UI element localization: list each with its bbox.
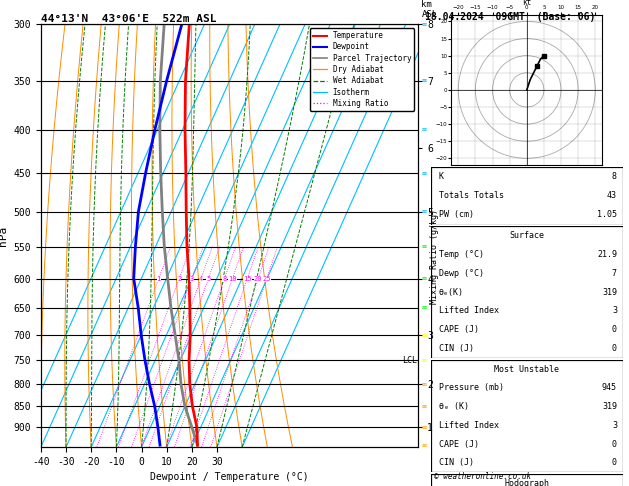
Text: 319: 319 — [602, 288, 617, 296]
Text: Totals Totals: Totals Totals — [438, 191, 504, 200]
Text: 18.04.2024  09GMT  (Base: 06): 18.04.2024 09GMT (Base: 06) — [425, 12, 595, 22]
Text: 43: 43 — [607, 191, 617, 200]
Text: 4: 4 — [199, 276, 203, 281]
Text: 3: 3 — [612, 421, 617, 430]
Text: 319: 319 — [602, 402, 617, 411]
Text: 7: 7 — [612, 269, 617, 278]
Text: Lifted Index: Lifted Index — [438, 306, 499, 315]
X-axis label: Dewpoint / Temperature (°C): Dewpoint / Temperature (°C) — [150, 472, 309, 483]
Text: CAPE (J): CAPE (J) — [438, 440, 479, 449]
Legend: Temperature, Dewpoint, Parcel Trajectory, Dry Adiabat, Wet Adiabat, Isotherm, Mi: Temperature, Dewpoint, Parcel Trajectory… — [310, 28, 415, 111]
Text: km
ASL: km ASL — [421, 0, 438, 19]
Text: 44°13'N  43°06'E  522m ASL: 44°13'N 43°06'E 522m ASL — [41, 14, 216, 23]
Text: ≡: ≡ — [421, 274, 426, 283]
Text: Mixing Ratio (g/kg): Mixing Ratio (g/kg) — [430, 209, 438, 304]
Text: 3: 3 — [612, 306, 617, 315]
Text: LCL: LCL — [402, 356, 417, 365]
Text: 8: 8 — [223, 276, 226, 281]
Text: θₑ(K): θₑ(K) — [438, 288, 464, 296]
Text: Hodograph: Hodograph — [504, 479, 549, 486]
Text: 20: 20 — [254, 276, 262, 281]
Text: Dewp (°C): Dewp (°C) — [438, 269, 484, 278]
X-axis label: kt: kt — [522, 0, 532, 7]
Text: CIN (J): CIN (J) — [438, 458, 474, 468]
Text: 2: 2 — [177, 276, 181, 281]
Text: 0: 0 — [612, 344, 617, 353]
Text: ≡: ≡ — [421, 423, 426, 432]
Text: 10: 10 — [228, 276, 237, 281]
Text: ≡: ≡ — [421, 20, 426, 29]
Text: CAPE (J): CAPE (J) — [438, 325, 479, 334]
Text: 15: 15 — [243, 276, 252, 281]
Text: ≡: ≡ — [421, 169, 426, 177]
Text: 945: 945 — [602, 383, 617, 392]
Text: 0: 0 — [612, 458, 617, 468]
Text: ≡: ≡ — [421, 303, 426, 312]
Text: ≡: ≡ — [421, 380, 426, 389]
Text: Lifted Index: Lifted Index — [438, 421, 499, 430]
Text: 8: 8 — [612, 172, 617, 181]
Text: ≡: ≡ — [421, 356, 426, 365]
Text: ≡: ≡ — [421, 402, 426, 411]
Y-axis label: hPa: hPa — [0, 226, 8, 246]
Text: ≡: ≡ — [421, 330, 426, 340]
Text: Pressure (mb): Pressure (mb) — [438, 383, 504, 392]
Text: Surface: Surface — [509, 231, 544, 241]
Text: 1: 1 — [157, 276, 161, 281]
Text: θₑ (K): θₑ (K) — [438, 402, 469, 411]
Text: 5: 5 — [206, 276, 211, 281]
Text: ≡: ≡ — [421, 207, 426, 216]
Text: 0: 0 — [612, 440, 617, 449]
Text: K: K — [438, 172, 443, 181]
Text: 3: 3 — [189, 276, 194, 281]
Text: 25: 25 — [262, 276, 271, 281]
Text: ≡: ≡ — [421, 242, 426, 251]
Text: ≡: ≡ — [421, 441, 426, 450]
Text: 0: 0 — [612, 325, 617, 334]
Text: Most Unstable: Most Unstable — [494, 364, 559, 374]
Text: PW (cm): PW (cm) — [438, 210, 474, 220]
Text: Temp (°C): Temp (°C) — [438, 250, 484, 259]
Text: CIN (J): CIN (J) — [438, 344, 474, 353]
Text: 1.05: 1.05 — [597, 210, 617, 220]
Text: © weatheronline.co.uk: © weatheronline.co.uk — [434, 472, 531, 481]
Text: ≡: ≡ — [421, 76, 426, 86]
Text: 21.9: 21.9 — [597, 250, 617, 259]
Text: ≡: ≡ — [421, 125, 426, 134]
